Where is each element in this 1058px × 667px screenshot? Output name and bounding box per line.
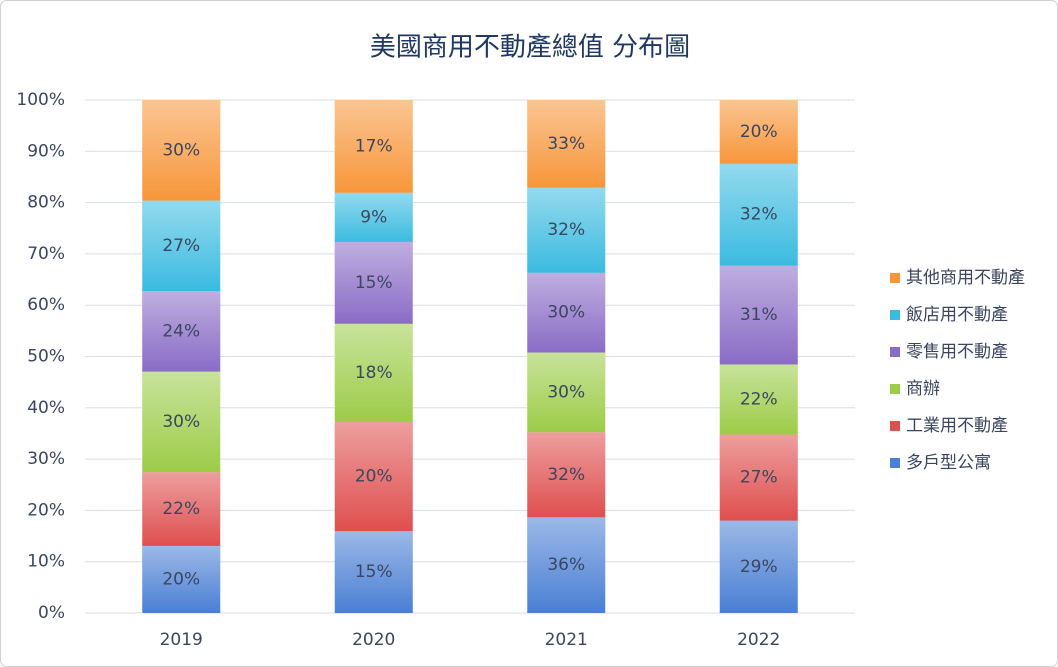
data-label: 29% bbox=[740, 557, 778, 577]
bar-shine bbox=[334, 241, 413, 324]
x-tick-label: 2021 bbox=[545, 630, 588, 650]
bar-shine bbox=[142, 545, 221, 613]
data-label: 31% bbox=[740, 305, 778, 325]
bar-shine bbox=[334, 100, 413, 193]
data-label: 33% bbox=[547, 134, 585, 154]
bar-shine bbox=[719, 434, 798, 521]
data-label: 20% bbox=[355, 467, 393, 487]
data-label: 20% bbox=[740, 122, 778, 142]
y-tick-label: 10% bbox=[27, 552, 65, 572]
legend-swatch bbox=[890, 384, 900, 394]
y-tick-label: 70% bbox=[27, 244, 65, 264]
data-label: 36% bbox=[547, 555, 585, 575]
bar-shine bbox=[334, 192, 413, 242]
bar-shine bbox=[334, 531, 413, 613]
legend-swatch bbox=[890, 310, 900, 320]
y-tick-label: 100% bbox=[16, 90, 65, 110]
data-label: 30% bbox=[162, 140, 200, 160]
data-label: 32% bbox=[547, 465, 585, 485]
bar-shine bbox=[142, 100, 221, 201]
bar-shine bbox=[527, 100, 606, 188]
legend-swatch bbox=[890, 273, 900, 283]
data-label: 18% bbox=[355, 363, 393, 383]
legend-label: 其他商用不動產 bbox=[906, 268, 1025, 288]
bar-shine bbox=[142, 371, 221, 473]
y-tick-label: 60% bbox=[27, 295, 65, 315]
bar-shine bbox=[142, 472, 221, 546]
data-label: 32% bbox=[547, 220, 585, 240]
y-tick-label: 90% bbox=[27, 141, 65, 161]
data-label: 22% bbox=[162, 499, 200, 519]
bar-shine bbox=[719, 100, 798, 164]
data-label: 32% bbox=[740, 205, 778, 225]
data-label: 24% bbox=[162, 321, 200, 341]
legend-swatch bbox=[890, 421, 900, 431]
data-label: 27% bbox=[740, 468, 778, 488]
y-tick-label: 0% bbox=[38, 603, 65, 623]
data-label: 30% bbox=[547, 382, 585, 402]
data-label: 22% bbox=[740, 390, 778, 410]
bar-shine bbox=[142, 200, 221, 292]
data-label: 15% bbox=[355, 273, 393, 293]
chart-title: 美國商用不動產總值 分布圖 bbox=[370, 33, 690, 63]
data-label: 27% bbox=[162, 236, 200, 256]
legend-label: 零售用不動產 bbox=[906, 342, 1008, 362]
bar-shine bbox=[719, 265, 798, 365]
legend-label: 多戶型公寓 bbox=[906, 453, 991, 473]
bar-shine bbox=[527, 432, 606, 518]
y-tick-label: 40% bbox=[27, 398, 65, 418]
y-tick-label: 20% bbox=[27, 500, 65, 520]
data-label: 9% bbox=[360, 207, 387, 227]
bar-shine bbox=[334, 323, 413, 422]
bar-shine bbox=[527, 272, 606, 353]
bar-shine bbox=[527, 517, 606, 613]
bar-shine bbox=[527, 187, 606, 273]
y-tick-label: 30% bbox=[27, 449, 65, 469]
bar-shine bbox=[719, 520, 798, 613]
x-tick-label: 2020 bbox=[352, 630, 395, 650]
y-tick-label: 50% bbox=[27, 347, 65, 367]
x-tick-label: 2019 bbox=[160, 630, 203, 650]
data-label: 30% bbox=[547, 303, 585, 323]
data-label: 20% bbox=[162, 569, 200, 589]
bar-shine bbox=[334, 421, 413, 532]
bar-shine bbox=[142, 291, 221, 372]
bar-shine bbox=[719, 364, 798, 435]
legend-label: 商辦 bbox=[906, 379, 940, 399]
bar-shine bbox=[719, 163, 798, 266]
x-tick-label: 2022 bbox=[737, 630, 780, 650]
data-label: 17% bbox=[355, 136, 393, 156]
bar-shine bbox=[527, 352, 606, 433]
legend-swatch bbox=[890, 347, 900, 357]
legend-label: 工業用不動產 bbox=[906, 416, 1008, 436]
data-label: 15% bbox=[355, 562, 393, 582]
y-tick-label: 80% bbox=[27, 193, 65, 213]
data-label: 30% bbox=[162, 412, 200, 432]
legend-label: 飯店用不動產 bbox=[906, 305, 1008, 325]
legend-swatch bbox=[890, 458, 900, 468]
